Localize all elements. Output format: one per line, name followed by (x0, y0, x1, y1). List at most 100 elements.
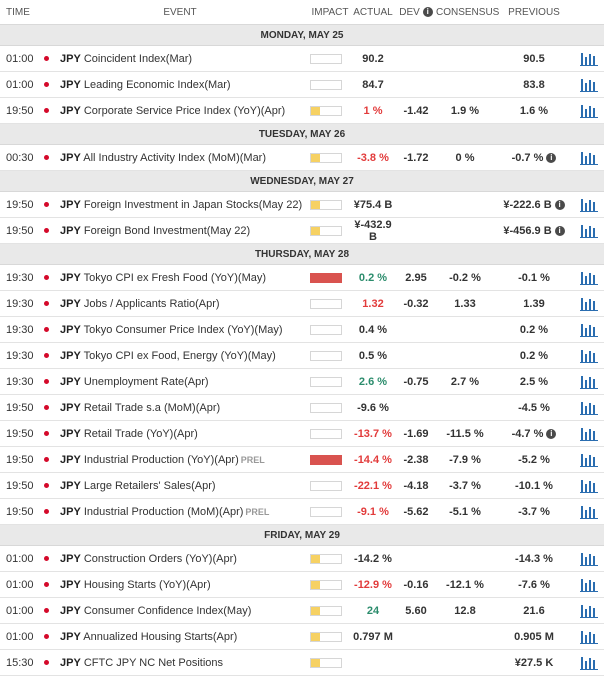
info-icon[interactable]: i (422, 6, 433, 17)
table-row[interactable]: 19:30 JPY Tokyo CPI ex Fresh Food (YoY)(M… (0, 265, 604, 291)
actual-value: 2.6 % (358, 375, 388, 388)
table-row[interactable]: 01:00 JPY Consumer Confidence Index(May) 2… (0, 598, 604, 624)
event-currency: JPY (60, 427, 81, 440)
actual-value: -9.6 % (357, 401, 389, 414)
japan-flag-icon (44, 483, 49, 488)
event-title: Tokyo CPI ex Food, Energy (YoY)(May) (83, 349, 276, 362)
header-dev[interactable]: DEV i (396, 7, 436, 18)
event-name[interactable]: JPY Foreign Investment in Japan Stocks(M… (54, 199, 306, 211)
chart-icon[interactable] (574, 77, 604, 92)
chart-icon[interactable] (574, 655, 604, 670)
event-currency: JPY (60, 453, 81, 466)
info-icon[interactable]: i (554, 225, 565, 236)
event-name[interactable]: JPY Consumer Confidence Index(May) (54, 605, 306, 617)
table-row[interactable]: 19:30 JPY Tokyo CPI ex Food, Energy (YoY)… (0, 343, 604, 369)
impact-cell (306, 272, 350, 283)
chart-icon[interactable] (574, 577, 604, 592)
event-name[interactable]: JPY Leading Economic Index(Mar) (54, 79, 306, 91)
chart-icon[interactable] (574, 51, 604, 66)
impact-cell (306, 199, 350, 210)
event-time: 19:50 (6, 427, 34, 440)
event-name[interactable]: JPY Retail Trade s.a (MoM)(Apr) (54, 402, 306, 414)
chart-icon[interactable] (574, 426, 604, 441)
chart-icon[interactable] (574, 478, 604, 493)
japan-flag-icon (44, 275, 49, 280)
chart-icon[interactable] (574, 103, 604, 118)
consensus-value: -3.7 % (449, 479, 481, 492)
previous-value: 1.6 % (519, 104, 549, 117)
table-row[interactable]: 19:50 JPY Industrial Production (YoY)(Apr… (0, 447, 604, 473)
impact-cell (306, 376, 350, 387)
table-row[interactable]: 19:50 JPY Corporate Service Price Index (… (0, 98, 604, 124)
chart-icon[interactable] (574, 296, 604, 311)
event-name[interactable]: JPY Coincident Index(Mar) (54, 53, 306, 65)
table-row[interactable]: 01:00 JPY Coincident Index(Mar) 90.2 90.5 (0, 46, 604, 72)
chart-icon[interactable] (574, 551, 604, 566)
event-name[interactable]: JPY Large Retailers' Sales(Apr) (54, 480, 306, 492)
table-row[interactable]: 00:30 JPY All Industry Activity Index (Mo… (0, 145, 604, 171)
table-row[interactable]: 15:30 JPY CFTC JPY NC Net Positions ¥27.5 … (0, 650, 604, 676)
chart-icon[interactable] (574, 603, 604, 618)
table-row[interactable]: 01:00 JPY Annualized Housing Starts(Apr) 0… (0, 624, 604, 650)
header-time[interactable]: TIME (6, 6, 30, 18)
chart-icon[interactable] (574, 400, 604, 415)
info-icon[interactable]: i (554, 199, 565, 210)
header-actual[interactable]: ACTUAL (353, 6, 393, 18)
impact-bar (310, 199, 342, 210)
consensus-value: -7.9 % (449, 453, 481, 466)
table-row[interactable]: 19:50 JPY Retail Trade s.a (MoM)(Apr) -9.6… (0, 395, 604, 421)
actual-value: -22.1 % (354, 479, 392, 492)
event-name[interactable]: JPY Unemployment Rate(Apr) (54, 376, 306, 388)
event-name[interactable]: JPY Annualized Housing Starts(Apr) (54, 631, 306, 643)
event-name[interactable]: JPY All Industry Activity Index (MoM)(Ma… (54, 152, 306, 164)
flag-cell (44, 457, 54, 462)
chart-icon[interactable] (574, 452, 604, 467)
chart-icon[interactable] (574, 322, 604, 337)
chart-icon[interactable] (574, 270, 604, 285)
table-row[interactable]: 01:00 JPY Construction Orders (YoY)(Apr) -… (0, 546, 604, 572)
table-row[interactable]: 19:50 JPY Retail Trade (YoY)(Apr) -13.7 % -… (0, 421, 604, 447)
table-row[interactable]: 19:30 JPY Unemployment Rate(Apr) 2.6 % -0.7… (0, 369, 604, 395)
event-name[interactable]: JPY CFTC JPY NC Net Positions (54, 657, 306, 669)
chart-icon[interactable] (574, 150, 604, 165)
impact-cell (306, 105, 350, 116)
table-row[interactable]: 19:50 JPY Foreign Bond Investment(May 22)… (0, 218, 604, 244)
event-name[interactable]: JPY Tokyo CPI ex Food, Energy (YoY)(May) (54, 350, 306, 362)
event-name[interactable]: JPY Jobs / Applicants Ratio(Apr) (54, 298, 306, 310)
chart-icon[interactable] (574, 197, 604, 212)
chart-icon[interactable] (574, 374, 604, 389)
header-dev-label: DEV (399, 6, 420, 18)
table-row[interactable]: 01:00 JPY Leading Economic Index(Mar) 84.7… (0, 72, 604, 98)
table-row[interactable]: 01:00 JPY Housing Starts (YoY)(Apr) -12.9 … (0, 572, 604, 598)
header-event[interactable]: EVENT (163, 6, 197, 18)
header-previous[interactable]: PREVIOUS (508, 6, 560, 18)
previous-value: -0.7 % (511, 151, 544, 164)
previous-value: ¥-456.9 B (503, 224, 552, 237)
chart-icon[interactable] (574, 629, 604, 644)
event-name[interactable]: JPY Corporate Service Price Index (YoY)(… (54, 105, 306, 117)
event-name[interactable]: JPY Tokyo CPI ex Fresh Food (YoY)(May) (54, 272, 306, 284)
info-icon[interactable]: i (546, 428, 557, 439)
table-row[interactable]: 19:30 JPY Tokyo Consumer Price Index (YoY… (0, 317, 604, 343)
chart-icon[interactable] (574, 223, 604, 238)
table-row[interactable]: 19:50 JPY Large Retailers' Sales(Apr) -22.… (0, 473, 604, 499)
event-name[interactable]: JPY Construction Orders (YoY)(Apr) (54, 553, 306, 565)
table-row[interactable]: 19:50 JPY Foreign Investment in Japan Sto… (0, 192, 604, 218)
impact-fill (311, 455, 341, 464)
event-name[interactable]: JPY Industrial Production (MoM)(Apr) PREL (54, 506, 306, 518)
event-name[interactable]: JPY Retail Trade (YoY)(Apr) (54, 428, 306, 440)
table-row[interactable]: 19:30 JPY Jobs / Applicants Ratio(Apr) 1.3… (0, 291, 604, 317)
impact-bar (310, 657, 342, 668)
event-name[interactable]: JPY Housing Starts (YoY)(Apr) (54, 579, 306, 591)
info-icon[interactable]: i (546, 152, 557, 163)
chart-icon[interactable] (574, 504, 604, 519)
table-row[interactable]: 19:50 JPY Industrial Production (MoM)(Apr… (0, 499, 604, 525)
chart-icon[interactable] (574, 348, 604, 363)
event-name[interactable]: JPY Industrial Production (YoY)(Apr) PREL (54, 454, 306, 466)
header-consensus[interactable]: CONSENSUS (436, 6, 500, 18)
dev-value: -1.72 (403, 151, 429, 164)
event-name[interactable]: JPY Foreign Bond Investment(May 22) (54, 225, 306, 237)
header-impact[interactable]: IMPACT (311, 6, 349, 18)
event-name[interactable]: JPY Tokyo Consumer Price Index (YoY)(May… (54, 324, 306, 336)
flag-cell (44, 509, 54, 514)
